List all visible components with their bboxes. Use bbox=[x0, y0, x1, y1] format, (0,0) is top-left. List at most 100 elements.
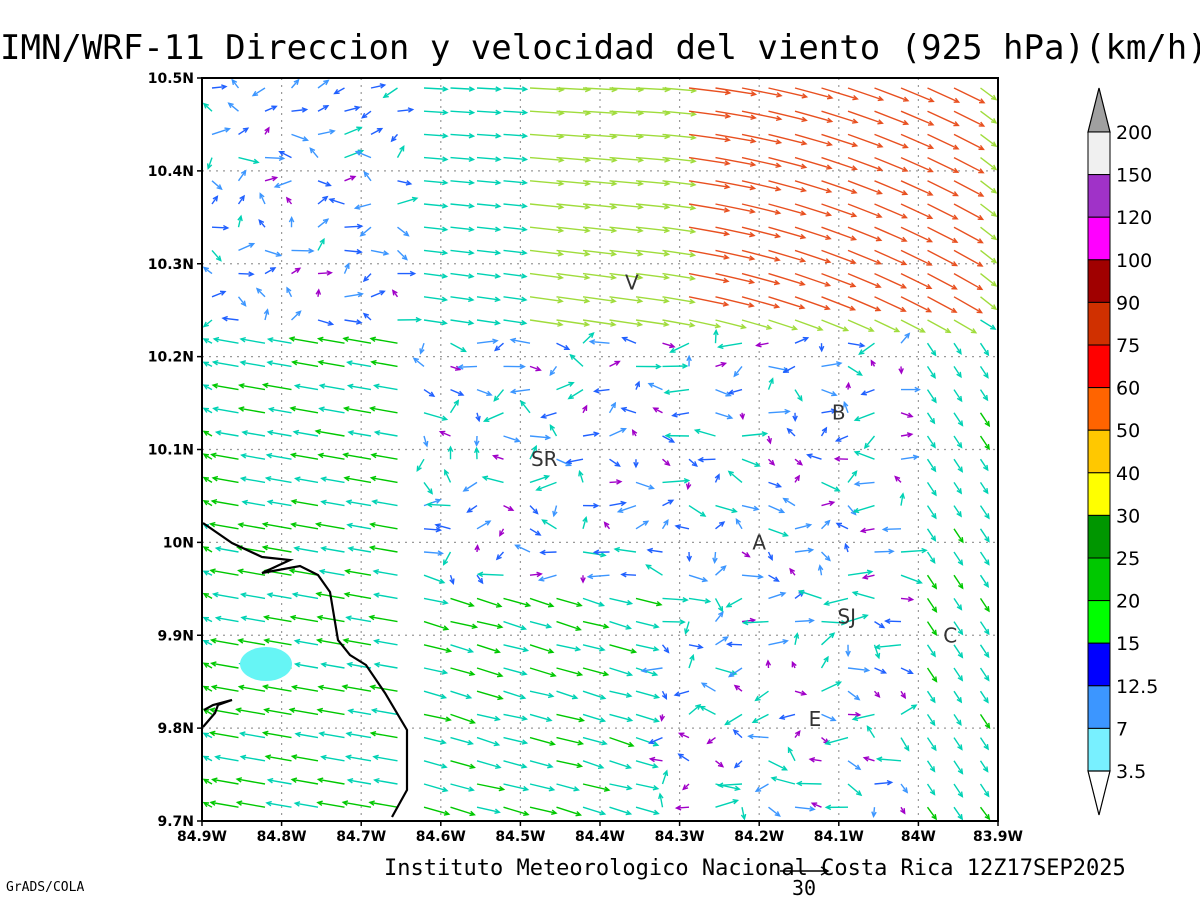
wind-arrow-shaft bbox=[646, 564, 663, 576]
wind-arrow-shaft bbox=[568, 389, 584, 400]
wind-arrow-shaft bbox=[821, 681, 841, 692]
wind-arrow-shaft bbox=[821, 620, 846, 624]
wind-arrow-head bbox=[835, 361, 843, 367]
wind-arrow-head bbox=[593, 502, 600, 509]
wind-arrow-shaft bbox=[423, 644, 451, 652]
wind-arrow-head bbox=[774, 811, 781, 817]
colorbar-label: 75 bbox=[1116, 335, 1140, 357]
wind-arrow-shaft bbox=[847, 505, 857, 515]
wind-arrow-shaft bbox=[900, 87, 934, 103]
wind-arrow-head bbox=[663, 274, 671, 281]
wind-arrow-head bbox=[343, 475, 350, 482]
wind-arrow-shaft bbox=[953, 226, 983, 244]
wind-arrow-head bbox=[369, 475, 377, 482]
wind-arrow-head bbox=[755, 341, 762, 348]
wind-arrow-head bbox=[663, 518, 669, 526]
wind-arrow-head bbox=[317, 452, 324, 459]
wind-arrow-shaft bbox=[582, 713, 605, 722]
wind-arrow-shaft bbox=[635, 713, 659, 722]
wind-arrow-shaft bbox=[292, 755, 319, 762]
wind-arrow-shaft bbox=[476, 110, 501, 114]
wind-arrow-shaft bbox=[317, 709, 345, 716]
wind-arrow-head bbox=[894, 475, 901, 482]
wind-arrow-shaft bbox=[317, 130, 335, 136]
wind-arrow-head bbox=[626, 671, 634, 677]
wind-arrow-shaft bbox=[267, 361, 292, 368]
wind-arrow-shaft bbox=[728, 667, 743, 678]
wind-arrow-shaft bbox=[316, 523, 345, 530]
wind-arrow-shaft bbox=[291, 310, 301, 321]
wind-arrow-head bbox=[983, 349, 990, 357]
wind-arrow-shaft bbox=[334, 87, 345, 95]
wind-arrow-shaft bbox=[346, 500, 372, 507]
wind-arrow-shaft bbox=[661, 519, 669, 530]
wind-arrow-head bbox=[442, 599, 449, 606]
wind-arrow-shaft bbox=[741, 807, 746, 820]
wind-arrow-shaft bbox=[825, 736, 849, 745]
wind-arrow-shaft bbox=[503, 110, 527, 114]
wind-arrow-head bbox=[333, 88, 340, 95]
wind-arrow-head bbox=[237, 638, 244, 644]
wind-arrow-head bbox=[419, 348, 425, 355]
wind-arrow-shaft bbox=[647, 549, 663, 553]
wind-arrow-head bbox=[724, 113, 732, 119]
wind-arrow-shaft bbox=[238, 156, 259, 164]
wind-arrow-head bbox=[824, 281, 832, 287]
wind-arrow-shaft bbox=[423, 551, 443, 555]
wind-arrow-head bbox=[603, 786, 611, 792]
wind-arrow-head bbox=[345, 754, 352, 761]
wind-arrow-head bbox=[583, 274, 591, 281]
wind-arrow-head bbox=[723, 230, 731, 237]
wind-arrow-shaft bbox=[676, 806, 690, 809]
wind-arrow-shaft bbox=[291, 616, 319, 623]
wind-arrow-head bbox=[927, 120, 935, 126]
wind-arrow-head bbox=[663, 297, 670, 304]
city-label: B bbox=[832, 400, 846, 424]
wind-arrow-shaft bbox=[609, 87, 643, 91]
wind-arrow-head bbox=[856, 370, 863, 376]
wind-arrow-shaft bbox=[529, 156, 564, 162]
wind-arrow-head bbox=[984, 628, 990, 636]
wind-arrow-shaft bbox=[877, 758, 902, 762]
wind-arrow-shaft bbox=[503, 806, 529, 816]
wind-arrow-shaft bbox=[450, 597, 474, 607]
wind-arrow-head bbox=[801, 93, 809, 99]
wind-arrow-head bbox=[906, 432, 914, 438]
wind-arrow-shaft bbox=[556, 690, 578, 699]
wind-arrow-shaft bbox=[715, 565, 726, 576]
wind-arrow-head bbox=[547, 692, 555, 699]
wind-arrow-shaft bbox=[821, 272, 856, 287]
wind-arrow-head bbox=[620, 406, 627, 413]
wind-arrow-shaft bbox=[317, 196, 328, 205]
wind-arrow-head bbox=[558, 180, 565, 187]
wind-arrow-head bbox=[602, 623, 610, 630]
wind-arrow-head bbox=[663, 204, 671, 210]
wind-arrow-shaft bbox=[241, 593, 266, 600]
wind-arrow-shaft bbox=[609, 133, 643, 138]
wind-arrow-shaft bbox=[582, 226, 616, 232]
wind-arrow-head bbox=[931, 606, 938, 614]
wind-arrow-head bbox=[926, 260, 933, 266]
wind-arrow-shaft bbox=[203, 103, 213, 112]
wind-arrow-shaft bbox=[529, 249, 563, 255]
wind-arrow-shaft bbox=[295, 477, 319, 484]
wind-arrow-head bbox=[682, 784, 689, 791]
wind-arrow-shaft bbox=[211, 290, 226, 298]
wind-arrow-head bbox=[600, 551, 607, 558]
wind-arrow-shaft bbox=[733, 729, 743, 739]
wind-arrow-shaft bbox=[787, 428, 796, 437]
wind-arrow-shaft bbox=[847, 180, 882, 195]
wind-arrow-head bbox=[930, 372, 936, 380]
wind-arrow-head bbox=[686, 354, 692, 362]
wind-arrow-head bbox=[851, 165, 858, 171]
wind-arrow-shaft bbox=[344, 319, 362, 324]
coastline-south bbox=[202, 698, 233, 728]
wind-arrow-head bbox=[866, 725, 873, 732]
wind-arrow-shaft bbox=[582, 432, 599, 437]
wind-arrow-head bbox=[326, 270, 333, 276]
wind-arrow-head bbox=[853, 480, 861, 487]
wind-arrow-shaft bbox=[450, 87, 474, 90]
wind-arrow-head bbox=[699, 511, 707, 517]
wind-arrow-head bbox=[343, 591, 351, 598]
wind-arrow-shaft bbox=[556, 87, 590, 91]
